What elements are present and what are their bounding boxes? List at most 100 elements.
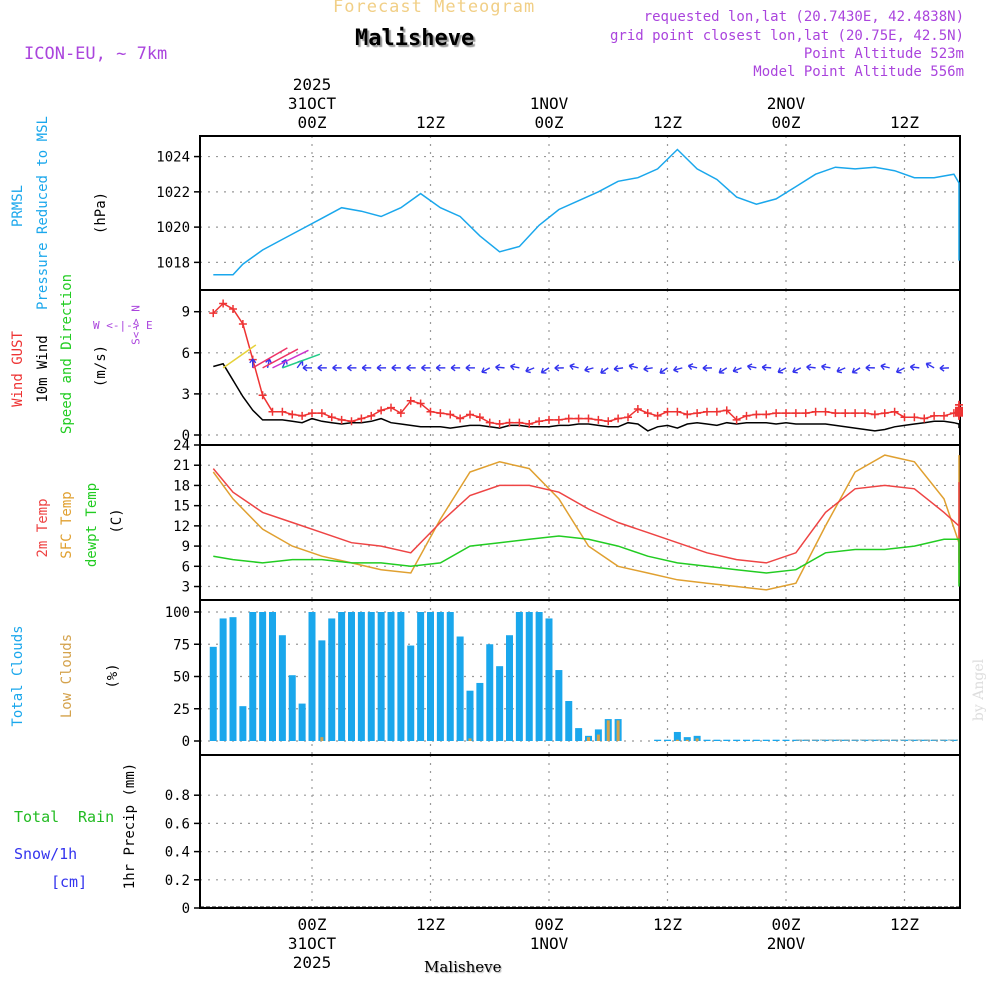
cloud-bar-total [476, 682, 484, 741]
wind-dir-arrow-head [495, 363, 501, 371]
wind-dir-arrow-head [821, 363, 827, 371]
wind-dir-arrow-head [347, 364, 352, 372]
cloud-bar-total [328, 618, 336, 741]
y-tick-label: 0.6 [165, 816, 190, 832]
gust-point [703, 407, 711, 416]
cloud-bar-low [675, 739, 679, 741]
y-tick-label: 0.8 [165, 788, 190, 804]
cloud-bar-total [466, 690, 474, 741]
gust-point [446, 410, 455, 419]
wind-dir-arrow [266, 358, 271, 369]
wind-dir-arrow [525, 367, 535, 372]
cloud-bar-total [871, 739, 879, 741]
gust-point [337, 415, 346, 424]
wind-dir-arrow-head [806, 363, 812, 371]
cloud-bar-total [427, 612, 434, 741]
gust-point [890, 407, 899, 416]
gust-point [495, 420, 504, 429]
cloud-bar-total [348, 612, 355, 741]
wind-dir-arrow-head [761, 363, 767, 371]
gust-point [258, 391, 267, 400]
gust-point [643, 409, 652, 418]
gust-point [880, 409, 889, 418]
wind-dir-arrow [629, 364, 639, 369]
cloud-bar-total [575, 728, 583, 741]
cloud-bar-total [456, 636, 464, 741]
gust-point [673, 407, 682, 416]
wind-dir-arrow [762, 366, 772, 369]
y-tick-label: 100 [165, 605, 190, 621]
gust-point [653, 411, 662, 420]
wind-10m-line [213, 362, 960, 432]
y-tick-label: 6 [182, 346, 190, 362]
time-label-bottom: 2025 [293, 953, 332, 972]
cloud-bar-total [308, 612, 316, 741]
y-tick-label: 25 [173, 702, 190, 718]
wind-dir-arrow-head [880, 363, 886, 371]
y-tick-label: 1020 [156, 220, 190, 236]
rain-label-rain: Rain [78, 808, 115, 826]
wind-dir-arrow-head [702, 364, 708, 372]
y-tick-label: 0 [182, 901, 190, 917]
cloud-bar-total [752, 739, 760, 741]
wind-dir-arrow [910, 366, 920, 369]
cloud-bar-total [298, 703, 306, 741]
gust-point [940, 411, 948, 420]
cloud-bar-total [288, 675, 296, 741]
cloud-bar-total [910, 739, 918, 741]
time-label-top: 1NOV [530, 94, 569, 113]
cloud-bar-total [545, 618, 553, 741]
wind-dir-arrow-head [792, 367, 798, 374]
gust-point [693, 409, 702, 418]
cloud-bar-total [535, 612, 543, 741]
wind-dir-arrow-head [435, 364, 441, 372]
wind-dir-arrow [481, 367, 491, 373]
wind-dir-arrow-head [939, 364, 945, 372]
time-label-bottom: 00Z [298, 915, 327, 934]
point-altitude: Point Altitude 523m [803, 46, 964, 62]
wind-dir-arrow [821, 365, 831, 369]
compass-we: W <-|-> E [93, 319, 153, 332]
cloud-bar-total [733, 739, 741, 741]
wind-dir-arrow [296, 360, 304, 369]
y-tick-label: 0.4 [165, 845, 190, 861]
wind-dir-arrow-head [673, 365, 679, 373]
wind-dir-arrow-head [777, 367, 784, 374]
gust-point [791, 409, 800, 418]
time-label-top: 00Z [772, 113, 801, 132]
gust-point [466, 410, 474, 419]
gust-point [752, 410, 761, 419]
gust-point [436, 409, 445, 418]
wind-dir-arrow [925, 362, 935, 369]
gust-point [920, 414, 929, 423]
gust-point [238, 320, 247, 329]
wind-dir-arrow-head [851, 367, 858, 374]
panel-frame [199, 135, 961, 291]
y-tick-label: 0.2 [165, 873, 190, 889]
cloud-bar-total [387, 612, 395, 741]
wind-gust-arrow [252, 347, 288, 369]
time-label-top: 2NOV [767, 94, 806, 113]
time-label-top: 00Z [298, 113, 327, 132]
wind-dir-arrow-head [718, 367, 725, 374]
gust-point [219, 299, 228, 308]
model-altitude: Model Point Altitude 556m [753, 64, 964, 80]
cloud-bar-total [367, 612, 375, 741]
gust-point [545, 415, 553, 424]
cloud-bar-total [229, 617, 237, 741]
y-tick-label: 1018 [156, 255, 190, 271]
wind-dir-arrow-head [421, 364, 426, 372]
cloud-bar-total [713, 739, 721, 741]
cloud-bar-total [407, 645, 415, 741]
gust-point [308, 409, 316, 418]
y-tick-label: 9 [182, 539, 190, 555]
y-tick-label: 3 [182, 387, 190, 403]
cloud-bar-low [596, 734, 600, 741]
gust-point [554, 415, 563, 424]
y-tick-label: 1024 [156, 150, 190, 166]
gust-point [456, 414, 465, 423]
gust-point [367, 411, 376, 420]
gust-point [317, 409, 326, 418]
gust-point [278, 407, 287, 416]
cloud-bar-total [249, 612, 257, 741]
